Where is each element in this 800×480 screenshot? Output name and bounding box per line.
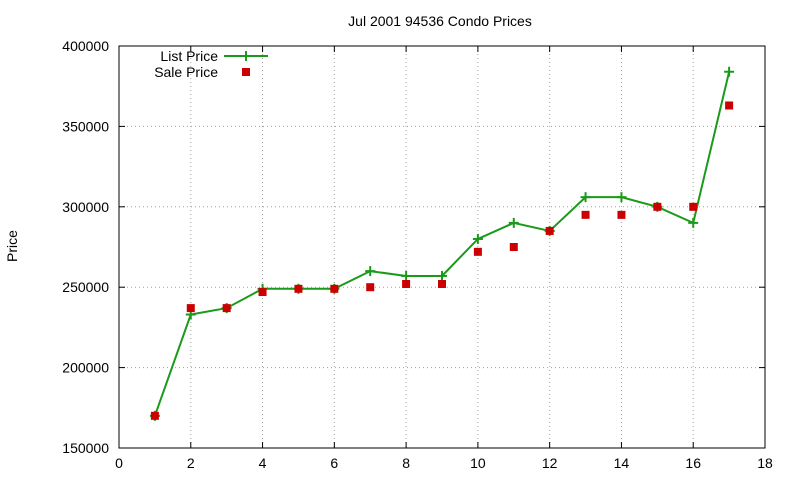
- plot-border: [118, 45, 766, 449]
- legend-label: Sale Price: [154, 64, 218, 80]
- x-tick-label: 2: [187, 455, 195, 471]
- sale-price-point: [402, 279, 411, 288]
- sale-price-point: [186, 304, 195, 313]
- x-tick-label: 12: [542, 455, 558, 471]
- x-tick-label: 8: [402, 455, 410, 471]
- y-axis-label: Price: [4, 230, 20, 262]
- legend-plus-marker: [241, 51, 251, 61]
- sale-price-point: [438, 279, 446, 288]
- sale-price-point: [150, 411, 159, 420]
- y-tick-label: 250000: [62, 279, 109, 295]
- sale-price-point: [581, 210, 590, 219]
- sale-price-point: [725, 101, 734, 110]
- list-price-point: [580, 192, 591, 203]
- sale-price-point: [653, 202, 662, 211]
- sale-price-point: [617, 210, 626, 219]
- x-tick-label: 10: [470, 455, 486, 471]
- y-tick-label: 200000: [62, 360, 109, 376]
- legend-label: List Price: [160, 48, 218, 64]
- chart-title: Jul 2001 94536 Condo Prices: [348, 13, 532, 29]
- list-price-point: [472, 233, 483, 244]
- sale-price-point: [689, 202, 698, 211]
- sale-price-point: [222, 304, 231, 313]
- list-price-line: [153, 71, 731, 417]
- list-price-point: [437, 270, 447, 281]
- x-tick-label: 0: [115, 455, 123, 471]
- x-tick-label: 16: [685, 455, 701, 471]
- y-tick-label: 350000: [62, 118, 109, 134]
- grid-layer: [119, 46, 765, 448]
- y-tick-label: 400000: [62, 38, 109, 54]
- sale-price-point: [366, 283, 375, 292]
- legend-square-marker: [242, 68, 250, 76]
- x-tick-label: 4: [259, 455, 267, 471]
- x-tick-label: 6: [330, 455, 338, 471]
- sale-price-point: [258, 288, 267, 297]
- y-tick-label: 150000: [62, 440, 109, 456]
- sale-price-point: [545, 226, 554, 235]
- sale-price-point: [473, 247, 482, 256]
- list-price-point: [508, 217, 519, 228]
- sale-price-point: [509, 243, 518, 251]
- list-price-point: [616, 192, 627, 203]
- x-tick-label: 18: [757, 455, 773, 471]
- series-layer: [149, 66, 735, 421]
- list-price-point: [724, 66, 735, 77]
- list-price-point: [365, 266, 376, 277]
- y-tick-label: 300000: [62, 199, 109, 215]
- sale-price-point: [330, 284, 339, 293]
- list-price-point: [688, 217, 699, 228]
- x-tick-label: 14: [614, 455, 630, 471]
- sale-price-point: [294, 284, 303, 293]
- axis-layer: 0 2 4 6 8 10 12 14 16 18 150000 200000 250000 300000 3…: [62, 38, 773, 471]
- list-price-point: [401, 270, 412, 281]
